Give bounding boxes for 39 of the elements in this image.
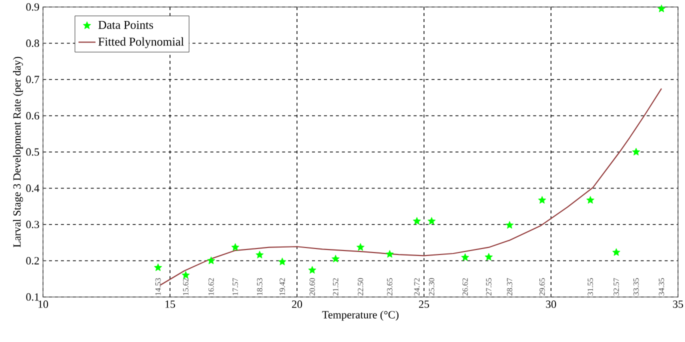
x-tick-label: 20 xyxy=(292,300,302,308)
legend-label: Fitted Polynomial xyxy=(98,37,184,48)
point xyxy=(612,248,620,256)
x-tick-label: 15 xyxy=(165,300,176,308)
point xyxy=(154,263,162,272)
point xyxy=(506,221,514,229)
y-tick-label: 0.1 xyxy=(26,293,39,301)
point xyxy=(308,266,316,274)
point xyxy=(207,256,216,264)
y-tick-label: 0.7 xyxy=(26,76,40,84)
point xyxy=(332,254,340,262)
point xyxy=(632,148,640,156)
point xyxy=(278,258,286,266)
point xyxy=(356,243,364,251)
point xyxy=(461,253,470,261)
point xyxy=(586,196,594,204)
point xyxy=(484,252,493,261)
x-tick-label: 25 xyxy=(419,300,430,308)
x-axis-title: Temperature (°C) xyxy=(322,310,399,321)
y-axis-title: Larval Stage 3 Development Rate (per day) xyxy=(12,56,23,248)
point xyxy=(256,250,264,258)
y-tick-label: 0.5 xyxy=(26,148,40,156)
point xyxy=(182,271,190,279)
point xyxy=(412,217,421,225)
y-tick-label: 0.3 xyxy=(26,220,40,228)
x-tick-label: 10 xyxy=(38,300,48,308)
point xyxy=(231,243,240,251)
y-tick-label: 0.9 xyxy=(26,3,40,11)
legend-label: Data Points xyxy=(98,20,154,29)
y-tick-label: 0.4 xyxy=(26,184,40,192)
point xyxy=(428,217,436,225)
x-tick-label: 35 xyxy=(673,300,684,308)
point xyxy=(386,250,394,258)
point xyxy=(538,196,546,204)
x-tick-label: 30 xyxy=(546,300,556,308)
y-tick-label: 0.2 xyxy=(26,257,39,264)
y-tick-label: 0.6 xyxy=(26,112,40,120)
point xyxy=(658,4,666,12)
y-tick-label: 0.8 xyxy=(26,40,40,47)
